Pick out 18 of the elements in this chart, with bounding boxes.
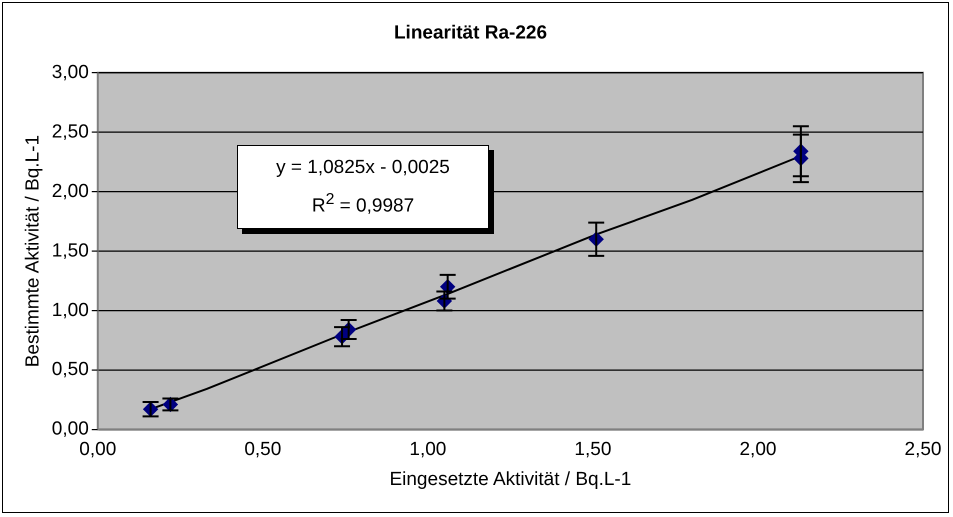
annotation: R$^{2}$ = 0,9987 bbox=[310, 190, 416, 218]
y-tick-label: 0,00 bbox=[52, 418, 89, 440]
y-tick-label: 2,00 bbox=[52, 180, 89, 202]
x-tick-label: 1,00 bbox=[409, 439, 446, 460]
y-tick-label: 0,50 bbox=[52, 359, 89, 380]
x-axis-title: Eingesetzte Aktivität / Bq.L-1 bbox=[389, 468, 632, 490]
x-tick-label: 1,50 bbox=[574, 439, 612, 460]
x-tick-label: 2,50 bbox=[904, 439, 942, 460]
y-tick-label: 2,50 bbox=[52, 121, 89, 142]
x-tick-label: 2,00 bbox=[739, 439, 776, 460]
chart-title: Linearität Ra-226 bbox=[394, 22, 548, 44]
y-tick-label: 3,00 bbox=[52, 62, 89, 84]
y-tick-label: 1,50 bbox=[52, 240, 89, 262]
x-tick-label: 0,50 bbox=[244, 439, 282, 460]
y-axis-title: Bestimmte Aktivität / Bq.L-1 bbox=[22, 134, 44, 368]
y-tick-label: 1,00 bbox=[52, 300, 89, 321]
x-tick-label: 0,00 bbox=[79, 439, 116, 460]
annotation: y = 1,0825x - 0,0025 bbox=[275, 156, 451, 180]
